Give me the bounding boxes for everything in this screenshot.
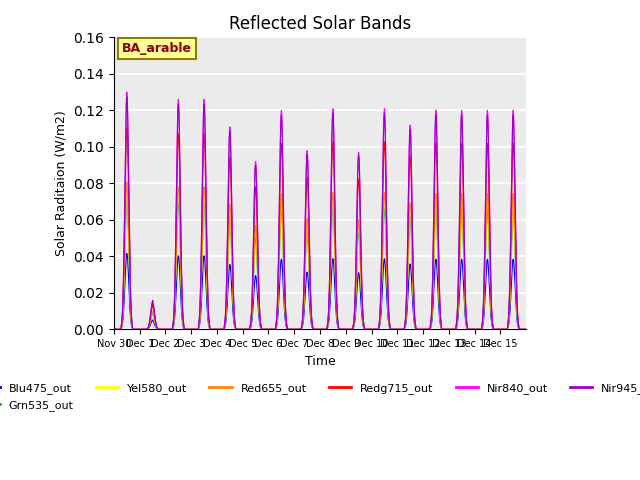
Yel580_out	[444, 326, 451, 332]
Redg715_out	[467, 326, 474, 332]
Nir840_out	[110, 326, 118, 332]
Line: Blu475_out: Blu475_out	[114, 253, 526, 329]
Nir945_out	[516, 326, 524, 332]
Redg715_out	[344, 326, 351, 332]
Yel580_out	[110, 326, 118, 332]
Redg715_out	[241, 326, 248, 332]
Yel580_out	[344, 326, 351, 332]
Redg715_out	[516, 326, 524, 332]
Red655_out	[241, 326, 248, 332]
Nir840_out	[123, 89, 131, 95]
Nir945_out	[444, 326, 451, 332]
Red655_out	[522, 326, 530, 332]
Grn535_out	[152, 321, 159, 326]
Red655_out	[467, 326, 474, 332]
Nir840_out	[152, 316, 159, 322]
Nir945_out	[344, 326, 351, 332]
Line: Nir945_out: Nir945_out	[114, 97, 526, 329]
Redg715_out	[522, 326, 530, 332]
Redg715_out	[444, 326, 451, 332]
Line: Red655_out: Red655_out	[114, 182, 526, 329]
Redg715_out	[152, 318, 159, 324]
Red655_out	[444, 326, 451, 332]
Blu475_out	[152, 323, 159, 329]
Redg715_out	[123, 125, 131, 131]
Grn535_out	[444, 326, 451, 332]
Yel580_out	[467, 326, 474, 332]
Nir945_out	[241, 326, 248, 332]
Line: Nir840_out: Nir840_out	[114, 92, 526, 329]
Grn535_out	[241, 326, 248, 332]
Nir945_out	[522, 326, 530, 332]
Blu475_out	[522, 326, 530, 332]
Grn535_out	[467, 326, 474, 332]
Y-axis label: Solar Raditaion (W/m2): Solar Raditaion (W/m2)	[55, 110, 68, 256]
Yel580_out	[123, 184, 131, 190]
X-axis label: Time: Time	[305, 355, 335, 368]
Title: Reflected Solar Bands: Reflected Solar Bands	[229, 15, 411, 33]
Blu475_out	[467, 326, 474, 332]
Nir840_out	[344, 326, 351, 332]
Red655_out	[344, 326, 351, 332]
Nir945_out	[467, 326, 474, 332]
Yel580_out	[516, 326, 524, 332]
Nir945_out	[152, 316, 159, 322]
Grn535_out	[110, 326, 118, 332]
Text: BA_arable: BA_arable	[122, 42, 192, 55]
Nir945_out	[123, 94, 131, 100]
Blu475_out	[110, 326, 118, 332]
Line: Redg715_out: Redg715_out	[114, 128, 526, 329]
Blu475_out	[123, 251, 131, 256]
Nir840_out	[241, 326, 248, 332]
Line: Grn535_out: Grn535_out	[114, 199, 526, 329]
Nir840_out	[522, 326, 530, 332]
Blu475_out	[444, 326, 451, 332]
Blu475_out	[241, 326, 248, 332]
Nir840_out	[516, 326, 524, 332]
Redg715_out	[110, 326, 118, 332]
Nir945_out	[110, 326, 118, 332]
Line: Yel580_out: Yel580_out	[114, 187, 526, 329]
Yel580_out	[522, 326, 530, 332]
Yel580_out	[241, 326, 248, 332]
Red655_out	[516, 326, 524, 332]
Grn535_out	[123, 196, 131, 202]
Nir840_out	[467, 326, 474, 332]
Red655_out	[123, 180, 131, 185]
Red655_out	[110, 326, 118, 332]
Yel580_out	[152, 320, 159, 326]
Red655_out	[152, 320, 159, 326]
Legend: Blu475_out, Grn535_out, Yel580_out, Red655_out, Redg715_out, Nir840_out, Nir945_: Blu475_out, Grn535_out, Yel580_out, Red6…	[0, 379, 640, 415]
Blu475_out	[516, 326, 524, 332]
Blu475_out	[344, 326, 351, 332]
Nir840_out	[444, 326, 451, 332]
Grn535_out	[516, 326, 524, 332]
Grn535_out	[344, 326, 351, 332]
Grn535_out	[522, 326, 530, 332]
